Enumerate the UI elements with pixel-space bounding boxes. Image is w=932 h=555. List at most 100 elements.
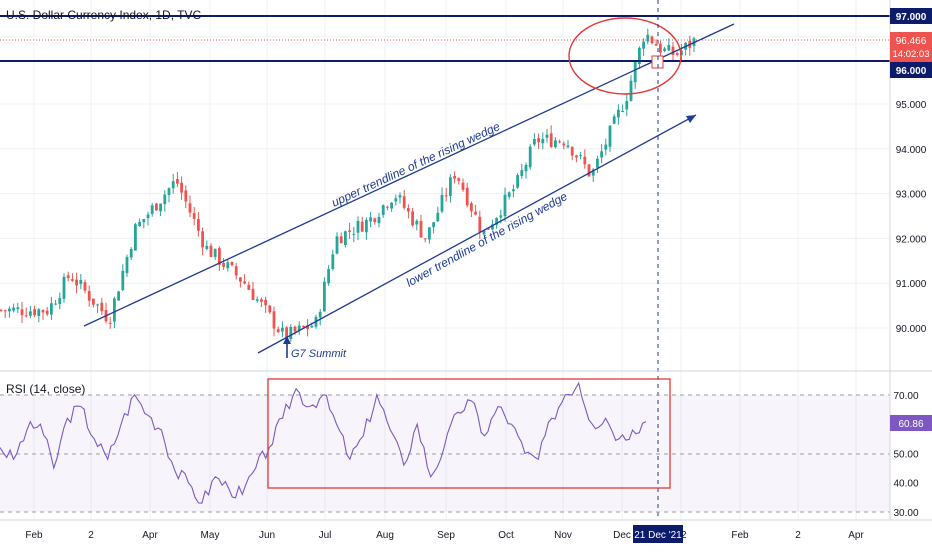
time-tick-label: Sep xyxy=(437,530,455,541)
candle-body xyxy=(83,282,87,291)
candle-body xyxy=(344,231,347,246)
price-tick-label: 94.000 xyxy=(896,145,927,156)
candle-body xyxy=(79,279,83,284)
candle-body xyxy=(411,211,414,226)
price-tick-label: 92.000 xyxy=(896,234,927,245)
candle-body xyxy=(297,325,301,331)
level-97-badge-text: 97.000 xyxy=(896,12,927,23)
candle-body xyxy=(407,208,410,212)
candle-body xyxy=(654,44,658,46)
candle-body xyxy=(96,304,99,306)
upper-trendline[interactable] xyxy=(83,23,735,327)
cursor-date-text: 21 Dec '21 xyxy=(634,530,682,541)
time-tick-label: Aug xyxy=(376,530,394,541)
candle-body xyxy=(138,221,141,227)
rsi-band xyxy=(0,395,890,512)
candle-body xyxy=(58,298,62,304)
candle-body xyxy=(302,326,305,328)
candle-body xyxy=(205,245,209,249)
time-tick-label: Feb xyxy=(25,530,43,541)
time-tick-label: Oct xyxy=(498,530,514,541)
candle-body xyxy=(495,217,498,225)
current-price-badge xyxy=(890,32,932,62)
candle-body xyxy=(129,248,133,258)
candle-body xyxy=(113,298,116,322)
candle-body xyxy=(213,248,217,257)
candle-body xyxy=(20,309,24,316)
level-96-badge xyxy=(890,62,932,78)
candle-body xyxy=(377,216,381,224)
candle-body xyxy=(444,195,448,197)
candle-body xyxy=(54,303,57,305)
candle-body xyxy=(365,219,368,233)
time-tick-label: Nov xyxy=(554,530,572,541)
candle-body xyxy=(239,277,242,282)
candle-body xyxy=(180,182,183,193)
candle-body xyxy=(352,233,356,235)
time-axis[interactable]: Feb2AprMayJunJulAugSepOctNovDec22Feb2Apr xyxy=(25,530,864,541)
candle-body xyxy=(398,195,402,198)
candle-body xyxy=(390,202,393,209)
time-tick-label: Feb xyxy=(731,530,749,541)
candle-body xyxy=(192,213,196,219)
lower-trendline-arrowhead xyxy=(686,115,696,123)
candle-body xyxy=(457,178,461,181)
candle-body xyxy=(285,327,288,340)
grid-lines xyxy=(0,0,890,520)
candle-body xyxy=(188,203,192,213)
candle-body xyxy=(37,309,41,317)
candle-body xyxy=(323,281,326,312)
chart-title: U.S. Dollar Currency Index, 1D, TVC xyxy=(6,8,202,22)
candle-body xyxy=(583,156,587,165)
candle-body xyxy=(465,187,469,206)
candle-body xyxy=(512,189,515,192)
candle-body xyxy=(533,139,536,145)
candle-body xyxy=(226,262,230,269)
candle-body xyxy=(646,34,650,42)
candle-body xyxy=(428,227,431,240)
rsi-line xyxy=(0,381,647,504)
candle-body xyxy=(218,248,221,265)
candle-body xyxy=(331,254,335,269)
candle-body xyxy=(596,158,599,168)
candle-body xyxy=(155,203,158,211)
price-axis[interactable]: 90.000 91.000 92.000 93.000 94.000 95.000 xyxy=(896,100,927,335)
candle-body xyxy=(247,284,251,290)
candle-body xyxy=(360,221,364,232)
candle-body xyxy=(197,219,200,231)
candle-body xyxy=(612,116,616,124)
time-tick-label: Dec xyxy=(613,530,631,541)
candle-body xyxy=(268,305,272,313)
candle-body xyxy=(29,311,32,316)
candle-body xyxy=(71,279,74,281)
candle-body xyxy=(503,194,507,217)
candle-body xyxy=(356,220,360,233)
rsi-highlight-rect[interactable] xyxy=(267,378,671,489)
price-highlight-ellipse[interactable] xyxy=(568,17,682,95)
time-tick-label: Jun xyxy=(259,530,275,541)
current-price-text: 96.466 xyxy=(896,36,927,47)
candle-body xyxy=(638,47,641,64)
candle-body xyxy=(625,101,629,110)
rsi-value-badge xyxy=(890,415,932,431)
rsi-tick-label: 70.00 xyxy=(893,391,918,402)
price-tick-label: 93.000 xyxy=(896,190,927,201)
time-tick-label: 2 xyxy=(88,530,94,541)
candle-body xyxy=(566,145,570,148)
lower-trendline[interactable] xyxy=(257,114,697,354)
candle-body xyxy=(201,231,204,248)
candle-body xyxy=(209,245,213,257)
candle-body xyxy=(633,61,637,83)
candle-body xyxy=(507,192,511,197)
candle-body xyxy=(675,53,679,55)
candle-body xyxy=(142,219,146,223)
candle-body xyxy=(491,224,494,230)
candle-body xyxy=(671,46,675,56)
candle-body xyxy=(545,134,549,138)
candle-body xyxy=(423,238,427,240)
candle-body xyxy=(281,327,284,332)
candle-body xyxy=(293,326,297,332)
